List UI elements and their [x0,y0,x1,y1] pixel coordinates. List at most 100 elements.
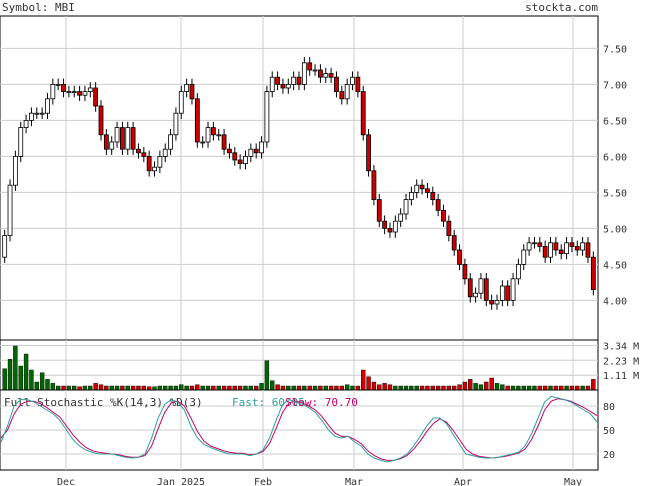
candle-body [77,91,82,96]
volume-bar [275,384,280,391]
candle-body [162,148,168,157]
candle-body [376,199,382,222]
x-tick-label: May [564,477,582,486]
x-tick-label: Jan 2025 [157,477,205,486]
volume-bar [253,385,259,391]
candle-body [494,299,500,305]
candle-body [221,134,227,150]
candle-body [473,292,478,298]
volume-bar [114,385,120,391]
volume-panel: 3.34 M 2.23 M 1.11 M [0,339,639,391]
volume-bar [419,385,425,391]
volume-bar [18,365,23,391]
volume-bar [189,385,195,391]
candle-body [532,242,537,245]
candle-body [39,112,45,115]
price-tick-label: 5.00 [603,224,627,235]
volume-bar [494,383,500,391]
volume-bar [532,385,537,391]
stochastic-tick-label: 50 [603,426,615,437]
candle-body [205,127,211,143]
volume-bar [125,385,130,391]
volume-bar [564,385,569,391]
volume-bar [179,384,184,391]
candles [2,57,596,310]
candle-body [120,127,125,150]
volume-bar [120,385,125,391]
volume-bar [227,385,232,391]
stochastic-slow-label: Slow: 70.70 [285,396,358,409]
volume-bar [575,385,580,391]
volume-bar [334,385,339,391]
volume-bar [104,385,109,391]
site-label[interactable]: stockta.com [525,1,598,14]
volume-bar [248,385,254,391]
volume-bar [157,385,163,391]
candle-body [173,112,179,136]
volume-bar [328,385,334,391]
candle-body [590,256,596,291]
candle-body [232,152,238,161]
candle-body [425,188,430,193]
candle-body [269,76,275,92]
volume-bar [232,385,237,391]
price-panel-frame [0,15,599,341]
volume-bar [468,379,473,391]
candle-body [34,112,40,115]
volume-bar [173,385,179,391]
volume-tick-label: 2.23 M [603,356,639,367]
candle-body [419,184,425,190]
volume-bar [484,381,489,391]
candle-body [398,213,404,222]
volume-bar [591,379,596,391]
volume-bar [291,385,296,391]
candle-body [125,127,131,150]
volume-bar [205,385,211,391]
volume-bar [377,384,382,391]
candle-body [478,278,484,294]
volume-bar [542,385,548,391]
volume-bar [451,385,457,391]
candle-body [467,278,473,298]
volume-bar [355,385,361,391]
candle-body [526,242,532,251]
volume-grid [0,340,598,390]
volume-bar [457,384,462,391]
volume-bar [98,384,104,391]
candle-body [548,242,553,258]
volume-bar [505,385,510,391]
volume-bar [585,385,591,391]
volume-bar [521,385,526,391]
volume-bar [516,385,521,391]
volume-bar [387,384,393,391]
volume-bar [184,385,189,391]
candle-body [387,227,393,233]
candle-body [71,91,77,93]
volume-bar [580,385,585,391]
candle-body [366,134,371,172]
volume-bar [50,383,56,391]
price-y-axis: 7.50 7.00 6.50 6.00 5.50 5.00 4.50 4.00 [603,44,627,307]
price-tick-label: 6.00 [603,152,627,163]
candle-body [328,73,334,78]
candle-body [537,242,543,247]
volume-bar [382,383,387,391]
candle-body [371,170,377,201]
candle-body [141,152,147,157]
candle-body [253,148,259,154]
price-tick-label: 7.00 [603,80,627,91]
candle-body [558,249,564,254]
candle-body [237,159,243,164]
volume-bar [88,385,93,391]
candle-body [403,199,409,215]
volume-bar [489,377,494,391]
candle-body [355,76,361,92]
volume-bar [318,385,323,391]
volume-bar [430,385,435,391]
candle-body [499,285,505,301]
volume-bar [23,353,29,391]
volume-bar [361,369,366,391]
volume-bar [168,385,173,391]
candle-body [227,148,232,154]
volume-bar [221,385,227,391]
